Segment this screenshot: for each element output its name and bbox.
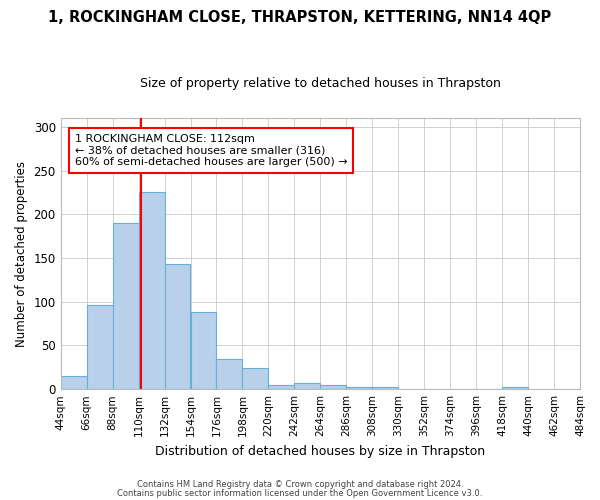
Text: 1 ROCKINGHAM CLOSE: 112sqm
← 38% of detached houses are smaller (316)
60% of sem: 1 ROCKINGHAM CLOSE: 112sqm ← 38% of deta… <box>75 134 347 167</box>
Bar <box>295 383 320 389</box>
Bar <box>191 312 217 389</box>
Text: 1, ROCKINGHAM CLOSE, THRAPSTON, KETTERING, NN14 4QP: 1, ROCKINGHAM CLOSE, THRAPSTON, KETTERIN… <box>49 10 551 25</box>
Y-axis label: Number of detached properties: Number of detached properties <box>15 160 28 346</box>
Bar <box>86 305 113 389</box>
Bar <box>502 386 528 389</box>
Bar <box>320 385 346 389</box>
Text: Contains HM Land Registry data © Crown copyright and database right 2024.: Contains HM Land Registry data © Crown c… <box>137 480 463 489</box>
X-axis label: Distribution of detached houses by size in Thrapston: Distribution of detached houses by size … <box>155 444 485 458</box>
Bar <box>164 264 190 389</box>
Text: Contains public sector information licensed under the Open Government Licence v3: Contains public sector information licen… <box>118 489 482 498</box>
Title: Size of property relative to detached houses in Thrapston: Size of property relative to detached ho… <box>140 78 501 90</box>
Bar <box>113 223 139 389</box>
Bar <box>346 386 372 389</box>
Bar <box>268 385 295 389</box>
Bar <box>61 376 86 389</box>
Bar <box>217 360 242 389</box>
Bar <box>139 192 164 389</box>
Bar <box>372 388 398 389</box>
Bar <box>242 368 268 389</box>
